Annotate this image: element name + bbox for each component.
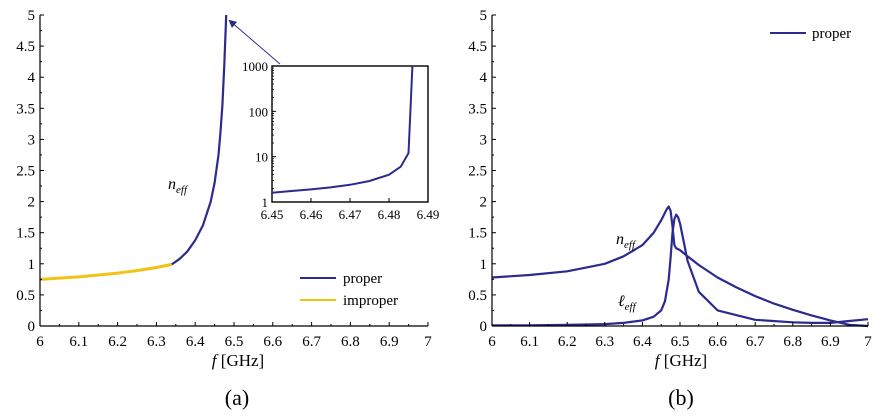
inset-series-line-proper bbox=[271, 65, 414, 194]
inset-arrow bbox=[228, 19, 281, 65]
x-tick-label: 6.7 bbox=[746, 334, 765, 350]
y-tick-label: 0.5 bbox=[16, 288, 35, 304]
y-tick-label: 3 bbox=[480, 132, 488, 148]
y-tick-label: 5 bbox=[28, 8, 36, 24]
x-tick-label: 6.6 bbox=[708, 334, 727, 350]
curve-label-base: n bbox=[168, 176, 176, 193]
legend-label-improper: improper bbox=[343, 293, 398, 309]
x-axis-label-rest: [GHz] bbox=[660, 351, 708, 370]
y-tick-label: 0.5 bbox=[468, 288, 487, 304]
series-line-improper bbox=[39, 262, 173, 281]
x-tick-label: 6.7 bbox=[302, 334, 321, 350]
chart-panel-b: 6 6.1 6.2 6.3 6.4 6.5 6.6 6.7 6.8 6.9 7 0 0.5 1 1.5 2 2.… bbox=[468, 8, 872, 410]
inset-y-tick-label: 1000 bbox=[242, 59, 268, 74]
curve-label-sub: eff bbox=[625, 301, 638, 313]
x-tick-label: 6.5 bbox=[671, 334, 690, 350]
y-tick-label: 4.5 bbox=[16, 39, 35, 55]
inset-x-tick-label: 6.45 bbox=[261, 207, 284, 222]
x-tick-label: 6.5 bbox=[225, 334, 244, 350]
legend-b: proper bbox=[770, 26, 851, 42]
y-tick-label: 3.5 bbox=[468, 101, 487, 117]
x-tick-label: 6.8 bbox=[341, 334, 360, 350]
curve-label-base: ℓ bbox=[618, 293, 625, 310]
x-tick-label: 6.8 bbox=[783, 334, 802, 350]
x-tick-label: 6.6 bbox=[263, 334, 282, 350]
inset-x-tick-label: 6.47 bbox=[339, 207, 362, 222]
inset-y-tick-label: 100 bbox=[249, 104, 269, 119]
y-tick-label: 2.5 bbox=[468, 164, 487, 180]
x-tick-label: 6.4 bbox=[633, 334, 652, 350]
x-tick-label: 6.3 bbox=[595, 334, 614, 350]
x-tick-label: 6.4 bbox=[186, 334, 205, 350]
y-tick-label: 3.5 bbox=[16, 101, 35, 117]
inset-chart: 6.45 6.46 6.47 6.48 6.49 1 10 100 1000 bbox=[242, 59, 439, 222]
x-axis-label-b: f [GHz] bbox=[655, 351, 707, 370]
x-axis-label-italic: f bbox=[212, 351, 219, 370]
y-tick-label: 5 bbox=[480, 8, 488, 24]
x-tick-label: 6.1 bbox=[69, 334, 88, 350]
y-tick-label: 3 bbox=[28, 132, 36, 148]
curve-label-sub: eff bbox=[624, 239, 637, 251]
legend-label-proper-b: proper bbox=[812, 26, 851, 42]
x-axis-label-a: f [GHz] bbox=[212, 351, 264, 370]
y-tick-label: 4 bbox=[480, 70, 488, 86]
axes-a: 6 6.1 6.2 6.3 6.4 6.5 6.6 6.7 6.8 6.9 7 0 0.5 1 1.5 2 2.… bbox=[16, 8, 432, 350]
plot-area-a bbox=[39, 14, 228, 281]
x-tick-label: 6.3 bbox=[147, 334, 166, 350]
inset-x-tick-label: 6.49 bbox=[417, 207, 440, 222]
y-tick-label: 1 bbox=[28, 257, 36, 273]
series-line-n-eff bbox=[491, 205, 869, 328]
x-tick-label: 6.2 bbox=[558, 334, 577, 350]
x-tick-label: 6.1 bbox=[520, 334, 539, 350]
curve-label-l-eff-b: ℓeff bbox=[618, 293, 638, 313]
series-line-l-eff bbox=[492, 213, 869, 327]
x-tick-label: 6.9 bbox=[380, 334, 399, 350]
y-tick-label: 4 bbox=[28, 70, 36, 86]
legend-a: proper improper bbox=[300, 271, 398, 309]
y-tick-label: 0 bbox=[28, 319, 36, 335]
y-tick-label: 1.5 bbox=[468, 226, 487, 242]
x-tick-label: 7 bbox=[424, 334, 432, 350]
inset-x-tick-label: 6.48 bbox=[378, 207, 401, 222]
x-tick-label: 6.2 bbox=[108, 334, 127, 350]
y-tick-label: 2 bbox=[28, 195, 36, 211]
chart-panel-a: 6 6.1 6.2 6.3 6.4 6.5 6.6 6.7 6.8 6.9 7 0 0.5 1 1.5 2 2.… bbox=[16, 8, 439, 410]
curve-label-n-eff-b: neff bbox=[616, 231, 637, 251]
y-tick-label: 1 bbox=[480, 257, 488, 273]
x-axis-label-rest: [GHz] bbox=[217, 351, 265, 370]
y-tick-label: 2.5 bbox=[16, 164, 35, 180]
x-tick-label: 6 bbox=[488, 334, 496, 350]
x-tick-label: 6.9 bbox=[821, 334, 840, 350]
inset-y-tick-label: 1 bbox=[262, 195, 269, 210]
curve-label-sub: eff bbox=[176, 184, 189, 196]
inset-x-tick-label: 6.46 bbox=[300, 207, 323, 222]
y-tick-label: 1.5 bbox=[16, 226, 35, 242]
plot-area-b bbox=[491, 205, 869, 328]
y-tick-label: 0 bbox=[480, 319, 488, 335]
curve-label-base: n bbox=[616, 231, 624, 248]
y-tick-label: 2 bbox=[480, 195, 488, 211]
curve-label-n-eff-a: neff bbox=[168, 176, 189, 196]
inset-y-tick-label: 10 bbox=[255, 150, 268, 165]
series-line-proper bbox=[171, 14, 228, 266]
x-tick-label: 7 bbox=[864, 334, 872, 350]
axes-b: 6 6.1 6.2 6.3 6.4 6.5 6.6 6.7 6.8 6.9 7 0 0.5 1 1.5 2 2.… bbox=[468, 8, 872, 350]
legend-label-proper: proper bbox=[343, 271, 382, 287]
panel-label-a: (a) bbox=[225, 385, 249, 410]
y-tick-label: 4.5 bbox=[468, 39, 487, 55]
panel-label-b: (b) bbox=[668, 385, 694, 410]
x-axis-label-italic: f bbox=[655, 351, 662, 370]
x-tick-label: 6 bbox=[36, 334, 44, 350]
inset-frame bbox=[271, 65, 429, 203]
